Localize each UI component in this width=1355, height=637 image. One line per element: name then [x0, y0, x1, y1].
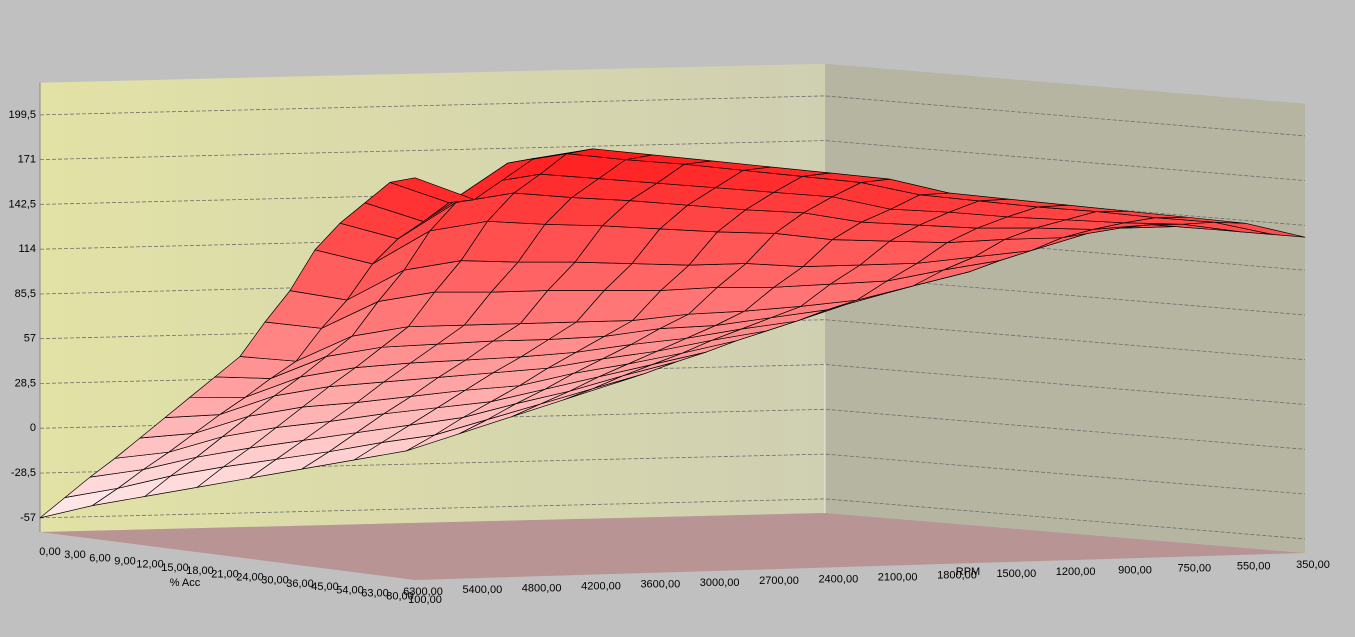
x-tick-label: 100,00	[408, 594, 442, 606]
y-tick-label: 2100,00	[878, 572, 918, 584]
z-tick-label: 28,5	[15, 377, 36, 389]
y-tick-label: 550,00	[1237, 561, 1271, 573]
y-tick-label: 350,00	[1296, 559, 1330, 571]
z-tick-label: 142,5	[8, 198, 36, 210]
x-tick-label: 24,00	[236, 572, 264, 584]
x-tick-label: 80,00	[386, 591, 414, 603]
x-tick-label: 3,00	[64, 549, 85, 561]
floor	[40, 513, 1305, 580]
grid-line	[39, 229, 1306, 271]
x-tick-label: 9,00	[114, 556, 135, 568]
x-tick-label: 15,00	[161, 562, 189, 574]
grid-line	[39, 95, 1306, 137]
z-tick-label: 0	[30, 422, 36, 434]
x-tick-label: 18,00	[186, 565, 214, 577]
y-tick-label: 2700,00	[759, 575, 799, 587]
z-tick-label: -28,5	[11, 467, 36, 479]
y-tick-label: 1200,00	[1056, 566, 1096, 578]
z-tick-label: 199,5	[8, 109, 36, 121]
z-tick-label: -57	[20, 512, 36, 524]
y-tick-label: 2400,00	[818, 573, 858, 585]
y-tick-label: 750,00	[1178, 563, 1212, 575]
y-tick-label: 3600,00	[640, 579, 680, 591]
grid-line	[39, 140, 1306, 181]
y-tick-label: 5400,00	[462, 584, 502, 596]
x-tick-label: 21,00	[211, 568, 239, 580]
grid-line	[39, 498, 1306, 540]
grid-line	[39, 184, 1306, 226]
z-tick-label: 57	[24, 333, 36, 345]
y-tick-label: 900,00	[1118, 564, 1152, 576]
y-tick-label: 4200,00	[581, 581, 621, 593]
x-tick-label: 54,00	[336, 584, 364, 596]
z-tick-label: 85,5	[15, 288, 36, 300]
y-axis-title: RPM	[956, 566, 980, 578]
x-tick-label: 30,00	[261, 575, 289, 587]
surface-cell	[389, 177, 475, 204]
y-tick-label: 4800,00	[522, 582, 562, 594]
y-tick-label: 1500,00	[996, 568, 1036, 580]
x-tick-label: 63,00	[361, 588, 389, 600]
x-tick-label: 0,00	[39, 546, 60, 558]
x-axis-title: % Acc	[170, 577, 201, 589]
x-tick-label: 12,00	[136, 559, 164, 571]
y-tick-label: 3000,00	[700, 577, 740, 589]
x-tick-label: 6,00	[89, 552, 110, 564]
x-tick-label: 45,00	[311, 581, 339, 593]
x-tick-label: 36,00	[286, 578, 314, 590]
y-tick-label: 6300,00	[403, 586, 443, 598]
z-tick-label: 171	[18, 154, 36, 166]
right-wall	[825, 63, 1305, 553]
z-tick-label: 114	[18, 243, 36, 255]
y-tick-label: 1800,00	[937, 570, 977, 582]
